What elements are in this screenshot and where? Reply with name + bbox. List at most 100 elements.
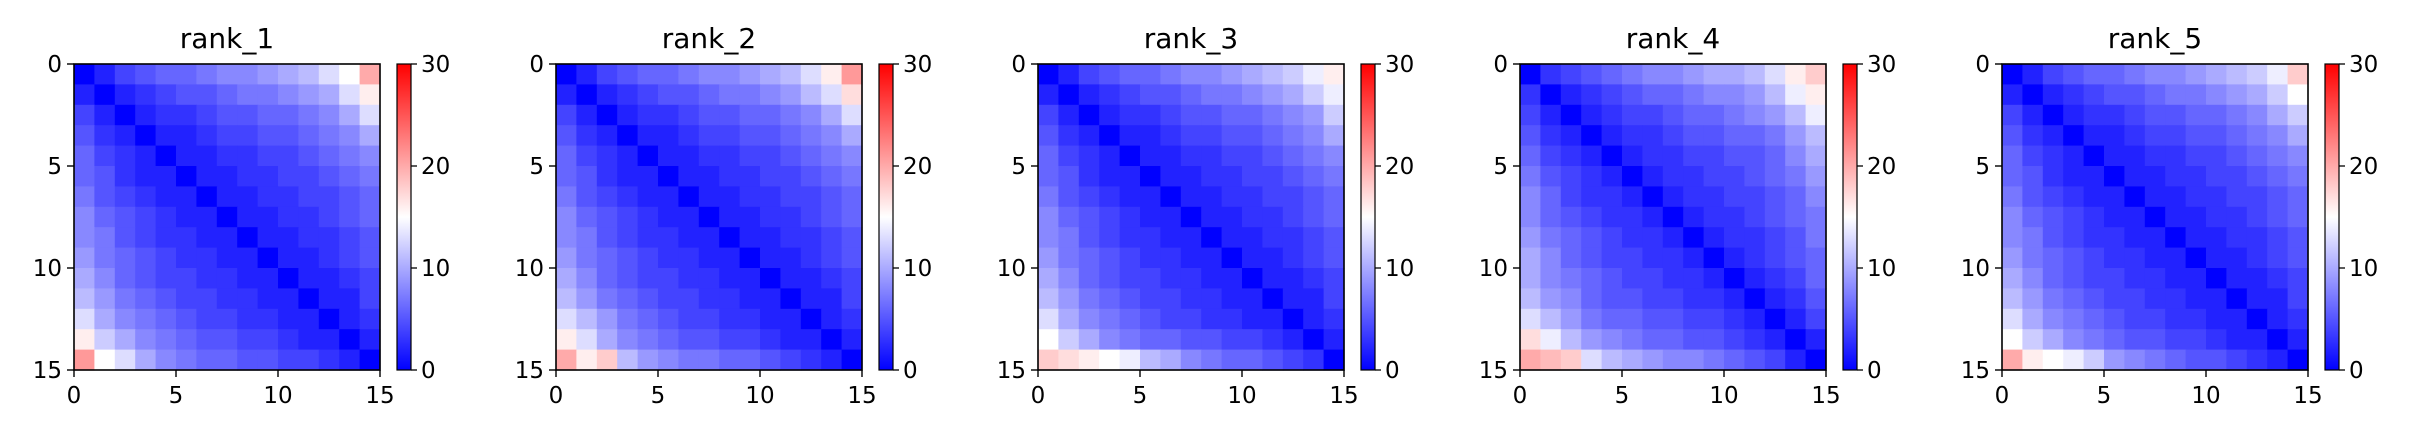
heatmap-cells xyxy=(1038,64,1345,371)
heatmap-cell xyxy=(196,125,218,147)
heatmap-cell xyxy=(1560,125,1582,147)
heatmap-cell xyxy=(1622,206,1643,228)
heatmap-cell xyxy=(678,125,700,147)
heatmap-cell xyxy=(1078,308,1100,330)
heatmap-cell xyxy=(2022,308,2044,330)
colorbar: 0 10 20 30 xyxy=(1842,52,1896,384)
heatmap-cell xyxy=(1119,125,1141,147)
heatmap-cell xyxy=(1282,125,1304,147)
heatmap-cell xyxy=(1201,349,1223,371)
heatmap-cell xyxy=(841,125,863,147)
heatmap-cell xyxy=(1221,186,1243,208)
x-tick-label: 15 xyxy=(365,383,394,409)
heatmap-cell xyxy=(2124,308,2146,330)
heatmap-cell xyxy=(678,84,700,106)
heatmap-cell xyxy=(339,186,361,208)
heatmap-cell xyxy=(114,84,136,106)
heatmap-cell xyxy=(739,145,761,167)
heatmap-cell xyxy=(1560,349,1582,371)
heatmap-cell xyxy=(2206,64,2227,85)
colorbar-gradient xyxy=(878,63,894,371)
heatmap-cell xyxy=(237,227,259,249)
heatmap-cell xyxy=(1078,125,1100,147)
heatmap-cell xyxy=(719,308,741,330)
heatmap-cell xyxy=(1703,84,1725,106)
heatmap-cell xyxy=(1520,206,1541,228)
heatmap-cell xyxy=(257,145,279,167)
heatmap-cell xyxy=(298,84,320,106)
heatmap-cell xyxy=(1581,104,1603,126)
heatmap-cell xyxy=(596,104,618,126)
heatmap-cell xyxy=(2287,247,2309,269)
heatmap-cell xyxy=(1805,206,1827,228)
heatmap-cell xyxy=(617,247,639,269)
heatmap-cell xyxy=(135,227,157,249)
heatmap-cell xyxy=(821,247,843,269)
heatmap-cell xyxy=(339,125,361,147)
heatmap-cell xyxy=(739,125,761,147)
heatmap-cell xyxy=(1160,308,1182,330)
heatmap-cell xyxy=(1119,288,1141,310)
heatmap-cell xyxy=(1078,227,1100,249)
heatmap-cell xyxy=(1038,268,1059,289)
heatmap-cell xyxy=(339,104,361,126)
heatmap-cell xyxy=(2022,206,2044,228)
heatmap-cell xyxy=(94,227,116,249)
heatmap-cell xyxy=(2165,206,2187,228)
heatmap-cell xyxy=(1560,308,1582,330)
heatmap-cell xyxy=(780,186,802,208)
heatmap-cell xyxy=(1180,227,1202,249)
heatmap-cell xyxy=(1038,288,1059,310)
heatmap-cell xyxy=(1683,247,1705,269)
heatmap-cell xyxy=(1099,145,1121,167)
heatmap-cell xyxy=(760,64,781,85)
heatmap-cell xyxy=(237,349,259,371)
heatmap-cell xyxy=(596,206,618,228)
heatmap-cell xyxy=(698,64,720,85)
heatmap-cell xyxy=(135,166,157,187)
heatmap-cell xyxy=(1683,288,1705,310)
heatmap-cell xyxy=(841,247,863,269)
x-tick-label: 15 xyxy=(2293,383,2322,409)
heatmap-cell xyxy=(1221,308,1243,330)
heatmap-cell xyxy=(1581,227,1603,249)
heatmap-cell xyxy=(155,145,177,167)
heatmap-cell xyxy=(1683,206,1705,228)
heatmap-cell xyxy=(821,268,843,289)
heatmap-cell xyxy=(719,64,741,85)
heatmap-cell xyxy=(1140,308,1161,330)
heatmap-cell xyxy=(1581,288,1603,310)
heatmap-cell xyxy=(1282,329,1304,351)
heatmap-cell xyxy=(596,227,618,249)
heatmap-cell xyxy=(2042,125,2064,147)
heatmap-cell xyxy=(1242,206,1263,228)
heatmap-cell xyxy=(800,329,822,351)
heatmap-cell xyxy=(2226,349,2248,371)
heatmap-cell xyxy=(1764,288,1786,310)
heatmap-cell xyxy=(698,349,720,371)
heatmap-cell xyxy=(1180,166,1202,187)
heatmap-cell xyxy=(1038,104,1059,126)
heatmap-cell xyxy=(1038,166,1059,187)
heatmap-cell xyxy=(2063,288,2085,310)
heatmap-cell xyxy=(1540,227,1562,249)
heatmap-cell xyxy=(841,227,863,249)
heatmap-cell xyxy=(155,186,177,208)
y-tick-label: 5 xyxy=(47,154,62,180)
y-tick-label: 0 xyxy=(1493,52,1508,78)
heatmap-cell xyxy=(1323,329,1345,351)
heatmap-cell xyxy=(1221,64,1243,85)
heatmap-cell xyxy=(2104,247,2125,269)
heatmap-cell xyxy=(339,166,361,187)
heatmap-cell xyxy=(1744,206,1766,228)
heatmap-cell xyxy=(1785,329,1807,351)
heatmap-cell xyxy=(2022,247,2044,269)
heatmap-cell xyxy=(237,166,259,187)
heatmap-cell xyxy=(821,104,843,126)
heatmap-cell xyxy=(821,145,843,167)
heatmap-cell xyxy=(2267,288,2289,310)
heatmap-cell xyxy=(1242,186,1263,208)
heatmap-cell xyxy=(760,349,781,371)
colorbar-tick-label: 30 xyxy=(1867,52,1896,78)
heatmap-cell xyxy=(1520,84,1541,106)
